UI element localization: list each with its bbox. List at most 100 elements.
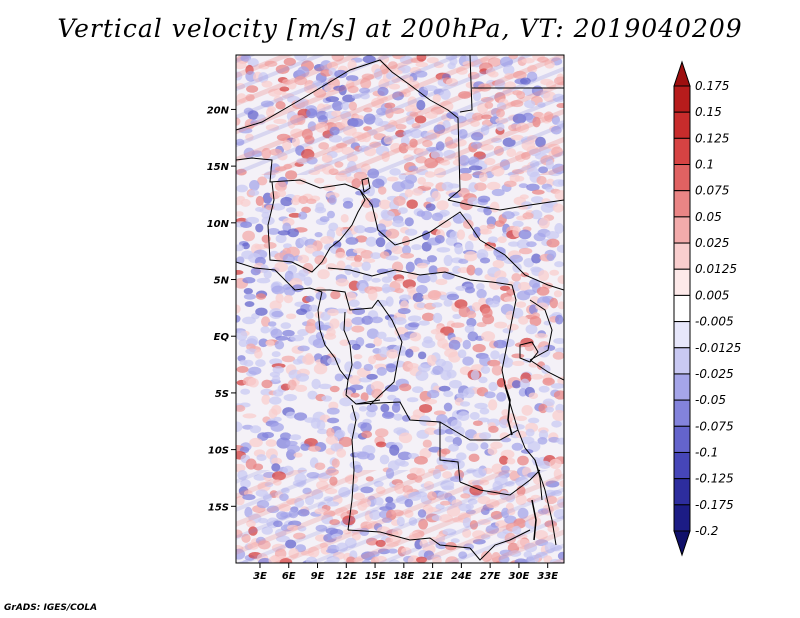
field-cell xyxy=(315,331,325,340)
field-cell xyxy=(370,316,383,324)
field-cell xyxy=(501,211,515,220)
field-cell xyxy=(326,427,335,438)
field-cell xyxy=(313,363,328,375)
field-cell xyxy=(480,442,489,450)
field-cell xyxy=(464,240,474,252)
field-cell xyxy=(549,458,562,470)
field-cell xyxy=(384,384,399,392)
field-cell xyxy=(436,247,451,253)
border-mozambique xyxy=(524,447,557,546)
field-cell xyxy=(307,390,318,400)
field-cell xyxy=(262,431,274,439)
field-cell xyxy=(298,195,309,205)
lake-victoria xyxy=(519,341,539,363)
field-cell xyxy=(441,360,453,372)
field-cell xyxy=(351,267,361,278)
field-cell xyxy=(249,425,262,434)
lat-label: 10N xyxy=(207,219,230,230)
field-cell xyxy=(499,455,509,465)
field-cell xyxy=(488,425,499,433)
field-cell xyxy=(236,269,244,275)
field-cell xyxy=(392,220,405,228)
field-cell xyxy=(398,207,408,214)
field-cell xyxy=(464,251,478,262)
field-cell xyxy=(464,286,476,294)
field-cell xyxy=(350,261,364,268)
field-cell xyxy=(277,189,287,198)
field-cell xyxy=(372,178,385,189)
border-uganda-kenya xyxy=(529,299,553,361)
field-cell xyxy=(538,217,550,229)
field-cell xyxy=(536,286,550,296)
field-cell xyxy=(361,430,373,439)
field-cell xyxy=(400,252,415,259)
field-cell xyxy=(503,296,516,302)
field-cell xyxy=(530,209,543,220)
field-cell xyxy=(243,293,256,300)
field-cell xyxy=(236,366,249,373)
field-cell xyxy=(462,387,475,399)
field-cell xyxy=(236,330,248,341)
field-cell xyxy=(474,182,487,192)
field-cell xyxy=(398,432,413,444)
field-cell xyxy=(386,349,399,359)
colorbar-label: 0.0125 xyxy=(695,262,737,276)
field-cell xyxy=(283,243,292,249)
lake-tanganyika xyxy=(504,384,513,436)
field-cell xyxy=(269,358,283,365)
field-cell xyxy=(327,308,339,317)
field-cell xyxy=(334,373,344,382)
field-cell xyxy=(394,288,404,294)
field-cell xyxy=(236,304,241,314)
field-cell xyxy=(416,274,431,284)
field-cell xyxy=(412,292,424,303)
border-cameroon-south xyxy=(316,289,379,311)
field-cell xyxy=(274,340,285,350)
field-cell xyxy=(530,373,544,380)
field-cell xyxy=(329,385,340,393)
field-cell xyxy=(525,324,538,335)
field-cell xyxy=(343,318,353,328)
field-cell xyxy=(552,409,564,422)
field-cell xyxy=(356,451,370,460)
field-cell xyxy=(327,357,341,366)
field-cell xyxy=(506,458,516,465)
field-cell xyxy=(319,216,330,223)
lat-label: 10S xyxy=(208,446,229,457)
field-cell xyxy=(281,355,296,363)
field-cell xyxy=(275,335,289,341)
field-cell xyxy=(462,339,472,350)
field-cell xyxy=(418,320,430,326)
field-cell xyxy=(312,338,327,349)
field-cell xyxy=(422,439,432,448)
field-cell xyxy=(557,275,564,284)
colorbar-label: -0.175 xyxy=(695,498,734,512)
field-cell xyxy=(325,263,337,271)
field-cell xyxy=(482,314,495,325)
colorbar-swatch xyxy=(673,294,691,323)
lon-label: 18E xyxy=(393,571,414,582)
field-cell xyxy=(314,462,326,470)
border-chad-car xyxy=(359,189,481,246)
colorbar-swatch xyxy=(673,164,691,192)
field-cell xyxy=(464,324,475,334)
field-cell xyxy=(242,413,257,419)
colorbar-label: -0.1 xyxy=(695,445,718,459)
field-cell xyxy=(311,378,321,390)
field-cell xyxy=(255,359,266,367)
field-cell xyxy=(250,267,261,276)
longitude-axis: 3E 6E 9E 12E 15E 18E 21E 24E 27E 30E 33E xyxy=(253,563,558,582)
field-cell xyxy=(538,403,548,414)
lon-label: 3E xyxy=(253,571,267,582)
field-cell xyxy=(553,290,562,298)
field-cell xyxy=(334,429,346,439)
field-cell xyxy=(512,360,525,367)
field-cell xyxy=(443,402,453,412)
field-cell xyxy=(366,373,378,380)
field-cell xyxy=(440,370,452,381)
field-cell xyxy=(542,377,555,386)
field-cell xyxy=(335,251,347,259)
field-cell xyxy=(407,322,420,328)
field-cell xyxy=(517,281,531,291)
field-cell xyxy=(368,289,378,301)
